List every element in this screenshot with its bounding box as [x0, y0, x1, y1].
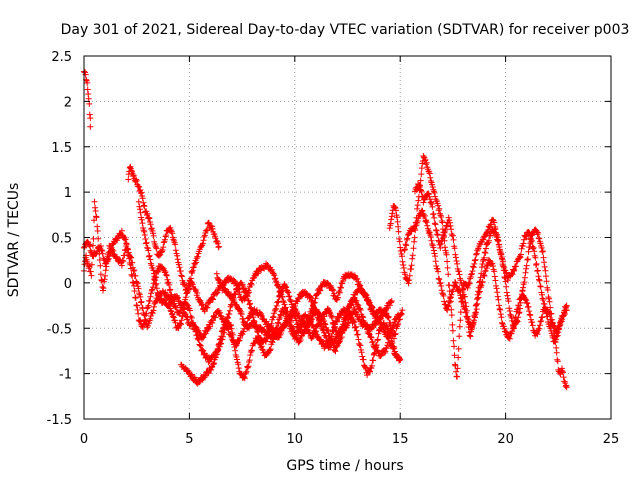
- y-tick-label: 0.5: [51, 232, 72, 247]
- x-tick-label: 20: [497, 432, 514, 447]
- y-axis-label: SDTVAR / TECUs: [6, 183, 22, 298]
- y-tick-label: -0.5: [47, 322, 72, 337]
- y-tick-label: -1.5: [47, 413, 72, 428]
- x-axis-label: GPS time / hours: [286, 458, 403, 474]
- x-tick-label: 0: [80, 432, 88, 447]
- series-track-8: [386, 153, 570, 391]
- marker-trace: [81, 198, 404, 363]
- x-tick-label: 10: [287, 432, 304, 447]
- x-tick-label: 25: [603, 432, 620, 447]
- grid-lines: [84, 56, 611, 419]
- marker-trace: [81, 68, 94, 130]
- data-markers: [81, 68, 570, 391]
- y-tick-label: 2.5: [51, 50, 72, 65]
- y-tick-label: -1: [59, 368, 72, 383]
- y-tick-label: 1.5: [51, 141, 72, 156]
- series-track-1: [81, 68, 94, 130]
- y-tick-label: 1: [64, 186, 72, 201]
- axes-ticks: 0 5 10 15 20 25 -1.5 -1 -0.5 0 0.5 1 1.5 2 2.5: [47, 50, 620, 447]
- y-tick-label: 0: [64, 277, 72, 292]
- x-tick-label: 15: [392, 432, 409, 447]
- marker-trace: [401, 207, 570, 342]
- series-track-2: [81, 198, 404, 363]
- series-track-9: [412, 181, 570, 345]
- x-tick-label: 5: [185, 432, 193, 447]
- marker-trace: [412, 181, 570, 345]
- series-track-10: [401, 207, 570, 342]
- series-track-7: [213, 270, 395, 351]
- chart-title: Day 301 of 2021, Sidereal Day-to-day VTE…: [61, 22, 630, 38]
- marker-trace: [386, 153, 570, 391]
- marker-trace: [213, 270, 395, 351]
- y-tick-label: 2: [64, 95, 72, 110]
